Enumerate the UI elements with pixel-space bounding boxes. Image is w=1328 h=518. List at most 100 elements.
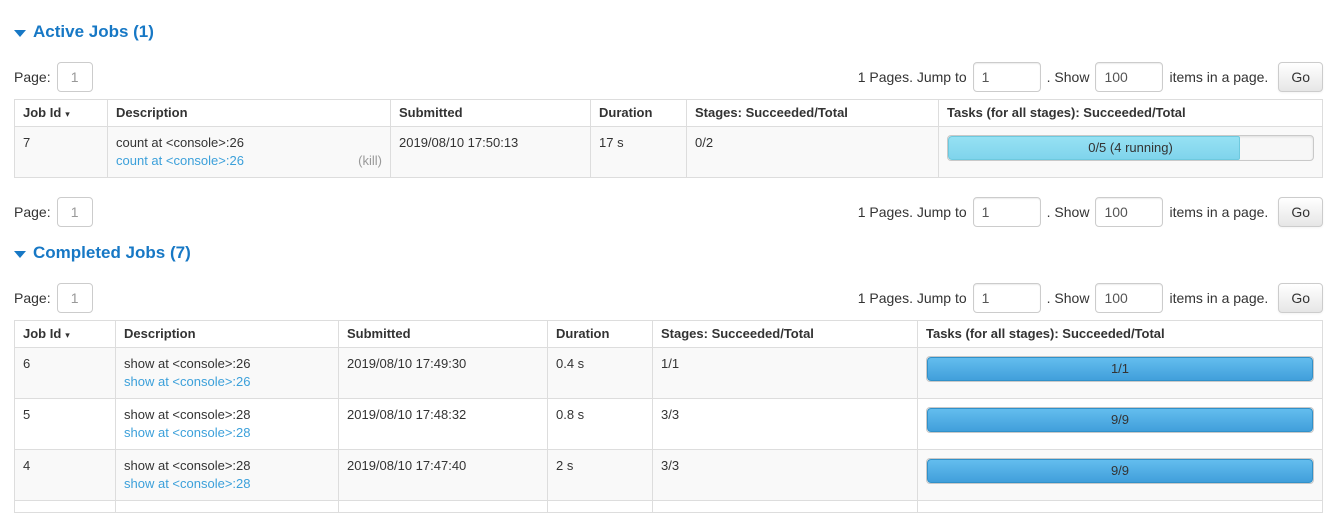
header-duration[interactable]: Duration <box>590 99 687 127</box>
items-per-page-input[interactable] <box>1095 62 1164 92</box>
duration-cell: 0.8 s <box>547 398 653 450</box>
header-job-id[interactable]: Job Id ▾ <box>14 99 108 127</box>
active-jobs-title: Active Jobs (1) <box>33 22 154 41</box>
jump-to-page-input[interactable] <box>972 197 1041 227</box>
tasks-progress-bar: 0/5 (4 running) <box>947 135 1314 161</box>
description-text: show at <console>:28 <box>124 407 251 422</box>
header-stages[interactable]: Stages: Succeeded/Total <box>652 320 918 348</box>
submitted-cell: 2019/08/10 17:47:40 <box>338 449 548 501</box>
page-label: Page: <box>14 204 51 220</box>
duration-cell: 2 s <box>547 449 653 501</box>
show-text: . Show <box>1046 290 1090 306</box>
tasks-cell: 0/5 (4 running) <box>938 126 1323 178</box>
page-number-input[interactable] <box>56 62 93 92</box>
stages-cell: 1/1 <box>652 347 918 399</box>
items-text: items in a page. <box>1169 290 1269 306</box>
progress-label: 0/5 (4 running) <box>1088 140 1173 155</box>
stages-cell: 0/2 <box>686 126 939 178</box>
header-stages[interactable]: Stages: Succeeded/Total <box>686 99 939 127</box>
job-id-cell: 4 <box>14 449 116 501</box>
submitted-cell: 2019/08/10 17:49:30 <box>338 347 548 399</box>
jobs-page: Active Jobs (1) Page: 1 Pages. Jump to .… <box>14 22 1323 513</box>
job-detail-link[interactable]: show at <console>:28 <box>124 425 251 440</box>
header-description[interactable]: Description <box>115 320 339 348</box>
table-row-partial <box>14 500 1323 513</box>
tasks-progress-bar: 9/9 <box>926 407 1314 433</box>
page-label: Page: <box>14 69 51 85</box>
completed-jobs-table: Job Id ▾ Description Submitted Duration S… <box>14 320 1323 513</box>
table-header-row: Job Id ▾ Description Submitted Duration S… <box>14 99 1323 127</box>
progress-fill-running <box>948 136 1240 160</box>
jump-to-page-input[interactable] <box>972 62 1041 92</box>
active-jobs-pagination-top: Page: 1 Pages. Jump to . Show items in a… <box>14 62 1323 92</box>
table-row: 4 show at <console>:28 show at <console>… <box>14 449 1323 501</box>
header-tasks[interactable]: Tasks (for all stages): Succeeded/Total <box>938 99 1323 127</box>
submitted-cell: 2019/08/10 17:48:32 <box>338 398 548 450</box>
tasks-progress-bar: 9/9 <box>926 458 1314 484</box>
header-submitted[interactable]: Submitted <box>338 320 548 348</box>
duration-cell: 17 s <box>590 126 687 178</box>
items-per-page-input[interactable] <box>1095 197 1164 227</box>
sort-arrow-icon: ▾ <box>65 109 70 119</box>
progress-fill-finished <box>927 459 1313 483</box>
go-button[interactable]: Go <box>1278 283 1323 313</box>
duration-cell: 0.4 s <box>547 347 653 399</box>
header-duration[interactable]: Duration <box>547 320 653 348</box>
completed-jobs-title: Completed Jobs (7) <box>33 243 191 262</box>
pages-jump-text: 1 Pages. Jump to <box>857 290 967 306</box>
go-button[interactable]: Go <box>1278 62 1323 92</box>
table-row: 6 show at <console>:26 show at <console>… <box>14 347 1323 399</box>
items-per-page-input[interactable] <box>1095 283 1164 313</box>
tasks-cell: 9/9 <box>917 449 1323 501</box>
job-detail-link[interactable]: show at <console>:26 <box>124 374 251 389</box>
tasks-progress-bar: 1/1 <box>926 356 1314 382</box>
table-header-row: Job Id ▾ Description Submitted Duration S… <box>14 320 1323 348</box>
collapse-arrow-icon <box>14 250 26 258</box>
active-jobs-heading[interactable]: Active Jobs (1) <box>14 22 1323 42</box>
job-id-cell: 6 <box>14 347 116 399</box>
completed-jobs-heading[interactable]: Completed Jobs (7) <box>14 243 1323 263</box>
stages-cell: 3/3 <box>652 398 918 450</box>
kill-job-link[interactable]: (kill) <box>358 153 382 168</box>
job-detail-link[interactable]: count at <console>:26 <box>116 153 244 168</box>
items-text: items in a page. <box>1169 204 1269 220</box>
go-button[interactable]: Go <box>1278 197 1323 227</box>
description-text: count at <console>:26 <box>116 135 244 150</box>
table-row: 7 count at <console>:26 count at <consol… <box>14 126 1323 178</box>
submitted-cell: 2019/08/10 17:50:13 <box>390 126 591 178</box>
description-text: show at <console>:26 <box>124 356 251 371</box>
page-number-input[interactable] <box>56 197 93 227</box>
description-cell: show at <console>:28 show at <console>:2… <box>115 398 339 450</box>
progress-label: 1/1 <box>1110 361 1130 376</box>
header-job-id[interactable]: Job Id ▾ <box>14 320 116 348</box>
show-text: . Show <box>1046 204 1090 220</box>
active-jobs-table: Job Id ▾ Description Submitted Duration S… <box>14 99 1323 178</box>
pages-jump-text: 1 Pages. Jump to <box>857 69 967 85</box>
progress-fill-finished <box>927 357 1313 381</box>
header-description[interactable]: Description <box>107 99 391 127</box>
header-submitted[interactable]: Submitted <box>390 99 591 127</box>
header-tasks[interactable]: Tasks (for all stages): Succeeded/Total <box>917 320 1323 348</box>
job-id-cell: 7 <box>14 126 108 178</box>
progress-label: 9/9 <box>1110 463 1130 478</box>
pages-jump-text: 1 Pages. Jump to <box>857 204 967 220</box>
description-text: show at <console>:28 <box>124 458 251 473</box>
table-row: 5 show at <console>:28 show at <console>… <box>14 398 1323 450</box>
progress-fill-finished <box>927 408 1313 432</box>
sort-arrow-icon: ▾ <box>65 330 70 340</box>
stages-cell: 3/3 <box>652 449 918 501</box>
tasks-cell: 1/1 <box>917 347 1323 399</box>
job-id-cell: 5 <box>14 398 116 450</box>
description-cell: show at <console>:28 show at <console>:2… <box>115 449 339 501</box>
completed-jobs-pagination-top: Page: 1 Pages. Jump to . Show items in a… <box>14 283 1323 313</box>
progress-label: 9/9 <box>1110 412 1130 427</box>
show-text: . Show <box>1046 69 1090 85</box>
page-label: Page: <box>14 290 51 306</box>
jump-to-page-input[interactable] <box>972 283 1041 313</box>
page-number-input[interactable] <box>56 283 93 313</box>
tasks-cell: 9/9 <box>917 398 1323 450</box>
description-cell: show at <console>:26 show at <console>:2… <box>115 347 339 399</box>
active-jobs-pagination-bottom: Page: 1 Pages. Jump to . Show items in a… <box>14 197 1323 227</box>
collapse-arrow-icon <box>14 29 26 37</box>
job-detail-link[interactable]: show at <console>:28 <box>124 476 251 491</box>
